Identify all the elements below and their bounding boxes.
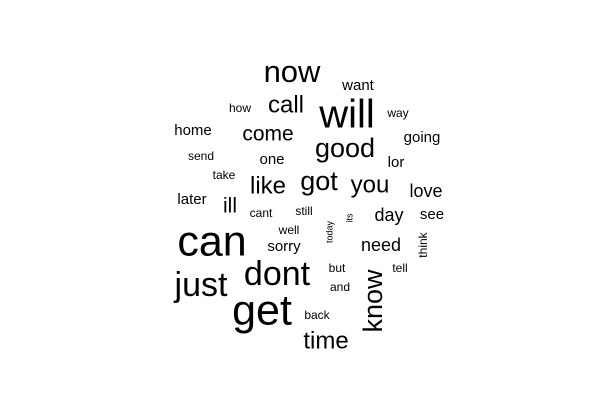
word-need: need xyxy=(361,235,401,255)
word-send: send xyxy=(188,149,214,163)
word-one: one xyxy=(259,151,284,168)
word-day: day xyxy=(374,205,403,225)
word-see: see xyxy=(420,206,444,223)
word-home: home xyxy=(174,122,212,139)
word-can: can xyxy=(177,217,246,265)
word-today: today xyxy=(324,220,334,243)
word-way: way xyxy=(386,106,408,120)
word-tell: tell xyxy=(392,261,407,275)
word-lor: lor xyxy=(388,154,405,171)
word-take: take xyxy=(213,168,236,182)
word-want: want xyxy=(341,77,375,94)
word-sorry: sorry xyxy=(267,238,301,255)
word-like: like xyxy=(250,172,286,199)
word-back: back xyxy=(304,308,330,322)
word-get: get xyxy=(232,286,292,334)
word-ill: ill xyxy=(223,195,237,218)
word-good: good xyxy=(315,133,375,163)
word-will: will xyxy=(318,93,375,137)
word-later: later xyxy=(177,191,206,208)
word-love: love xyxy=(409,181,442,201)
word-well: well xyxy=(278,223,300,237)
word-got: got xyxy=(300,166,338,196)
word-dont: dont xyxy=(244,255,311,293)
word-still: still xyxy=(295,204,312,218)
word-now: now xyxy=(264,54,321,89)
word-think: think xyxy=(416,231,430,257)
word-you: you xyxy=(351,171,390,198)
word-but: but xyxy=(329,261,346,275)
word-come: come xyxy=(242,123,293,146)
word-call: call xyxy=(268,91,304,118)
word-and: and xyxy=(330,280,350,294)
word-just: just xyxy=(174,266,228,304)
word-going: going xyxy=(404,129,441,146)
word-know: know xyxy=(358,269,388,333)
word-how: how xyxy=(229,101,251,115)
word-cant: cant xyxy=(250,206,273,220)
word-time: time xyxy=(303,327,348,354)
word-its: its xyxy=(344,213,354,223)
